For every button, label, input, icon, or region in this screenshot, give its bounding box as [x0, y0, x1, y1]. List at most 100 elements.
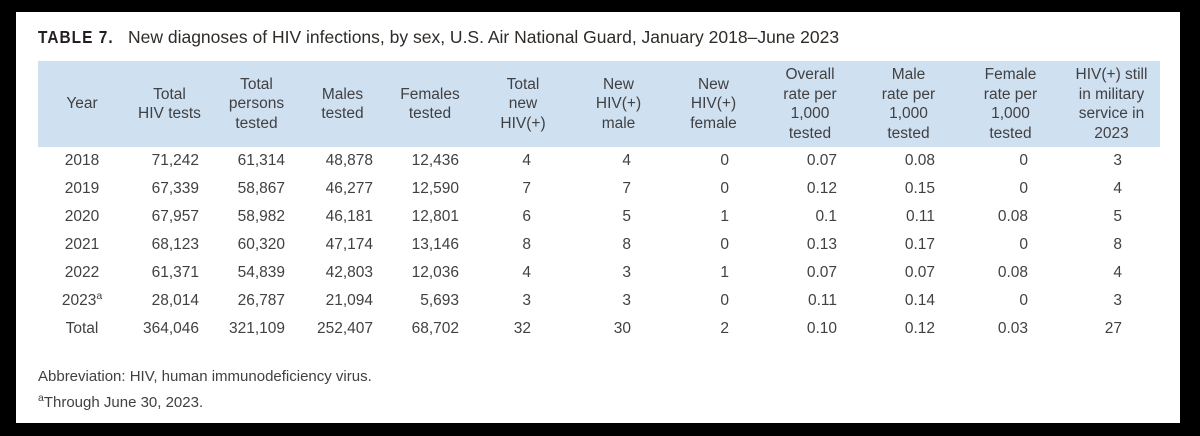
value-cell: 0: [1019, 292, 1028, 309]
value-cell: 67,339: [151, 180, 199, 197]
year-label: 2019: [64, 180, 100, 197]
table-row: 2023a 28,014 26,787 21,094 5,693 3 3 0 0.11 0.14 0…: [38, 287, 1160, 315]
col-header-total-persons: Total persons tested: [228, 75, 285, 132]
value-cell: 0.11: [905, 208, 935, 225]
value-cell: 4: [522, 264, 531, 281]
col-header-female-rate: Female rate per 1,000 tested: [983, 66, 1038, 142]
value-cell: 8: [522, 236, 531, 253]
table-row: 2020 67,957 58,982 46,181 12,801 6 5 1 0.1 0.11 0.…: [38, 203, 1160, 231]
year-cell: 2020: [38, 203, 126, 231]
value-cell: 12,801: [411, 208, 459, 225]
value-cell: 6: [522, 208, 531, 225]
value-cell: 0.14: [904, 292, 935, 309]
value-cell: 12,436: [411, 152, 459, 169]
col-header-total-new-hiv: Total new HIV(+): [500, 75, 546, 132]
col-header-overall-rate: Overall rate per 1,000 tested: [783, 66, 837, 142]
value-cell: 0.13: [806, 236, 837, 253]
footnote-marker: a: [38, 392, 44, 404]
value-cell: 46,277: [325, 180, 373, 197]
value-cell: 0: [720, 180, 729, 197]
year-cell: Total: [38, 315, 126, 343]
value-cell: 5: [1113, 208, 1122, 225]
value-cell: 27: [1104, 320, 1122, 337]
col-header-year: Year: [66, 95, 98, 113]
table-title-text: New diagnoses of HIV infections, by sex,…: [127, 27, 840, 47]
value-cell: 68,123: [151, 236, 199, 253]
value-cell: 0.12: [904, 320, 935, 337]
value-cell: 32: [513, 320, 531, 337]
value-cell: 8: [1113, 236, 1122, 253]
value-cell: 12,036: [411, 264, 459, 281]
value-cell: 7: [522, 180, 531, 197]
value-cell: 0: [1019, 180, 1028, 197]
value-cell: 252,407: [316, 320, 373, 337]
year-label: 2023: [61, 292, 97, 309]
value-cell: 42,803: [325, 264, 373, 281]
col-header-new-hiv-female: New HIV(+) female: [690, 75, 737, 132]
value-cell: 0.07: [806, 264, 837, 281]
col-header-total-hiv-tests: Total HIV tests: [138, 85, 201, 123]
col-header-females-tested: Females tested: [400, 85, 460, 123]
value-cell: 3: [1113, 292, 1122, 309]
table-row: 2021 68,123 60,320 47,174 13,146 8 8 0 0.13 0.17 0…: [38, 231, 1160, 259]
value-cell: 4: [1113, 264, 1122, 281]
table-row: 2022 61,371 54,839 42,803 12,036 4 3 1 0.07 0.07 0…: [38, 259, 1160, 287]
year-label: 2020: [64, 208, 100, 225]
year-label: Total: [65, 320, 99, 337]
value-cell: 2: [720, 320, 729, 337]
value-cell: 58,867: [237, 180, 285, 197]
table-row: 2018 71,242 61,314 48,878 12,436 4 4 0 0.07 0.08 0…: [38, 147, 1160, 175]
value-cell: 4: [522, 152, 531, 169]
value-cell: 54,839: [237, 264, 285, 281]
col-header-new-hiv-male: New HIV(+) male: [595, 75, 642, 132]
value-cell: 3: [1113, 152, 1122, 169]
value-cell: 4: [1113, 180, 1122, 197]
value-cell: 4: [622, 152, 631, 169]
value-cell: 0.08: [997, 208, 1028, 225]
col-header-still-in-service: HIV(+) still in military service in 2023: [1075, 66, 1148, 142]
value-cell: 321,109: [228, 320, 285, 337]
value-cell: 0.07: [904, 264, 935, 281]
year-cell: 2022: [38, 259, 126, 287]
value-cell: 0.11: [807, 292, 837, 309]
value-cell: 0: [720, 236, 729, 253]
value-cell: 67,957: [151, 208, 199, 225]
year-label: 2022: [64, 264, 100, 281]
value-cell: 0: [720, 292, 729, 309]
footnote-abbreviation: Abbreviation: HIV, human immunodeficienc…: [38, 364, 1160, 390]
value-cell: 5: [622, 208, 631, 225]
value-cell: 1: [720, 264, 729, 281]
col-header-male-rate: Male rate per 1,000 tested: [881, 66, 936, 142]
value-cell: 47,174: [325, 236, 373, 253]
value-cell: 364,046: [142, 320, 199, 337]
value-cell: 7: [622, 180, 631, 197]
year-label: 2021: [64, 236, 100, 253]
value-cell: 58,982: [237, 208, 285, 225]
footnotes: Abbreviation: HIV, human immunodeficienc…: [38, 364, 1160, 416]
table-body: 2018 71,242 61,314 48,878 12,436 4 4 0 0.07 0.08 0…: [38, 147, 1160, 343]
table-page: TABLE 7. New diagnoses of HIV infections…: [16, 12, 1180, 423]
value-cell: 46,181: [325, 208, 373, 225]
hiv-diagnoses-table: Year Total HIV tests Total persons teste…: [38, 61, 1160, 343]
value-cell: 68,702: [411, 320, 459, 337]
value-cell: 28,014: [151, 292, 199, 309]
value-cell: 0.07: [806, 152, 837, 169]
value-cell: 30: [613, 320, 631, 337]
value-cell: 0.12: [806, 180, 837, 197]
footnote-text: Through June 30, 2023.: [43, 394, 204, 411]
value-cell: 3: [522, 292, 531, 309]
value-cell: 0.15: [904, 180, 935, 197]
table-title: TABLE 7. New diagnoses of HIV infections…: [38, 27, 1160, 48]
value-cell: 3: [622, 264, 631, 281]
value-cell: 8: [622, 236, 631, 253]
value-cell: 3: [622, 292, 631, 309]
value-cell: 0.08: [904, 152, 935, 169]
value-cell: 0.03: [997, 320, 1028, 337]
year-cell: 2018: [38, 147, 126, 175]
value-cell: 0: [1019, 236, 1028, 253]
value-cell: 0.17: [904, 236, 935, 253]
value-cell: 13,146: [411, 236, 459, 253]
value-cell: 60,320: [237, 236, 285, 253]
value-cell: 21,094: [325, 292, 373, 309]
